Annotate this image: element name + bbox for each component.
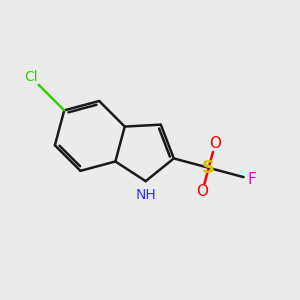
Text: NH: NH [136,188,157,202]
Text: S: S [202,159,215,177]
Text: F: F [247,172,256,187]
Text: O: O [196,184,208,199]
Text: O: O [209,136,221,152]
Text: Cl: Cl [25,70,38,84]
